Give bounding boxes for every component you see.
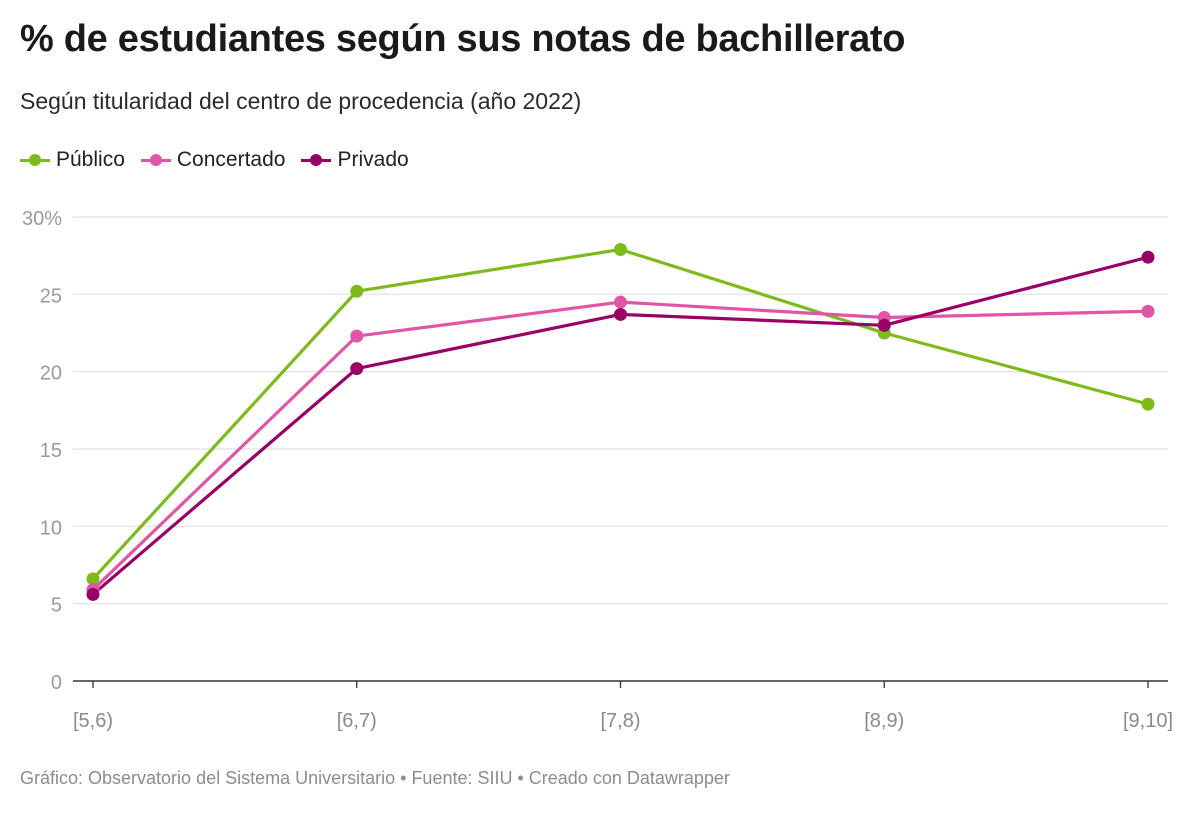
y-tick-label-20: 20: [40, 363, 62, 385]
legend-swatch-privado: [301, 153, 332, 167]
legend-swatch-concertado: [140, 153, 171, 167]
y-tick-label-25: 25: [40, 285, 62, 307]
series-point-publico-0: [86, 572, 100, 586]
legend-dot-publico: [29, 154, 41, 166]
series-line-concertado: [91, 300, 1150, 592]
series-point-privado-3: [877, 318, 891, 332]
legend-item-privado[interactable]: Privado: [301, 148, 409, 172]
chart-title: % de estudiantes según sus notas de bach…: [20, 18, 906, 60]
y-tick-label-10: 10: [40, 517, 62, 539]
series-point-privado-1: [350, 362, 364, 376]
legend-item-publico[interactable]: Público: [20, 148, 125, 172]
chart-footer: Gráfico: Observatorio del Sistema Univer…: [20, 768, 730, 788]
y-tick-label-0: 0: [51, 672, 62, 694]
y-tick-label-15: 15: [40, 440, 62, 462]
series-point-concertado-1: [350, 329, 364, 343]
legend-swatch-publico: [20, 153, 50, 167]
y-tick-label-5: 5: [51, 595, 62, 617]
series-point-privado-4: [1141, 250, 1155, 264]
legend-label-privado: Privado: [337, 148, 409, 171]
legend-dot-privado: [310, 154, 323, 166]
legend-dot-concertado: [149, 154, 162, 166]
x-tick-label-4: [9,10]: [1123, 710, 1173, 732]
y-tick-label-30: 30%: [22, 208, 62, 230]
series-point-concertado-2: [614, 295, 627, 309]
series-point-privado-2: [614, 307, 627, 321]
x-tick-label-1: [6,7): [337, 710, 377, 732]
x-tick-label-2: [7,8): [600, 710, 640, 732]
series-point-publico-4: [1141, 397, 1155, 411]
x-tick-label-0: [5,6): [73, 710, 113, 732]
series-point-privado-0: [86, 587, 100, 601]
legend-label-concertado: Concertado: [176, 148, 286, 171]
x-tick-label-3: [8,9): [864, 710, 904, 732]
legend-item-concertado[interactable]: Concertado: [140, 148, 286, 172]
series-point-publico-1: [350, 284, 364, 298]
legend: Público Concertado Privado: [20, 146, 425, 174]
series-point-concertado-4: [1141, 304, 1155, 318]
legend-label-publico: Público: [56, 148, 125, 171]
series-point-publico-2: [614, 242, 627, 256]
chart-subtitle: Según titularidad del centro de proceden…: [20, 88, 582, 114]
